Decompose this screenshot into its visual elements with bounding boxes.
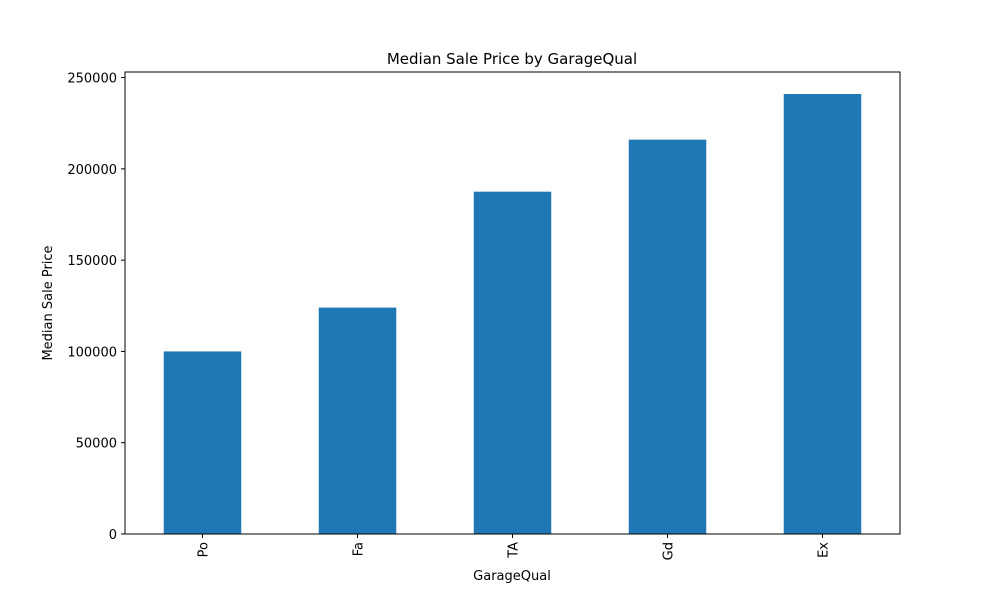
bar-ta [473, 191, 552, 535]
bar-gd [628, 139, 707, 534]
x-tick-label: Po [197, 542, 212, 557]
y-tick-label: 150000 [67, 254, 117, 269]
y-tick-label: 250000 [67, 72, 117, 87]
bar-po [163, 351, 242, 534]
x-axis-ticks: Po Fa TA Gd Ex [197, 534, 832, 560]
y-tick-label: 0 [109, 528, 117, 543]
bar-fa [318, 307, 397, 534]
y-tick-label: 50000 [76, 437, 117, 452]
y-axis-ticks: 0 50000 100000 150000 200000 250000 [67, 72, 125, 543]
bar-ex [783, 94, 862, 534]
x-tick-label: Fa [352, 542, 367, 556]
plot-frame [124, 71, 901, 535]
y-tick-label: 100000 [67, 345, 117, 360]
bars-group [163, 94, 862, 535]
y-tick-label: 200000 [67, 163, 117, 178]
x-tick-label: TA [507, 542, 522, 559]
x-tick-label: Gd [662, 542, 677, 560]
chart-title: Median Sale Price by GarageQual [387, 50, 637, 68]
x-axis-label: GarageQual [473, 569, 551, 584]
x-tick-label: Ex [817, 542, 832, 558]
y-axis-label: Median Sale Price [41, 245, 56, 360]
